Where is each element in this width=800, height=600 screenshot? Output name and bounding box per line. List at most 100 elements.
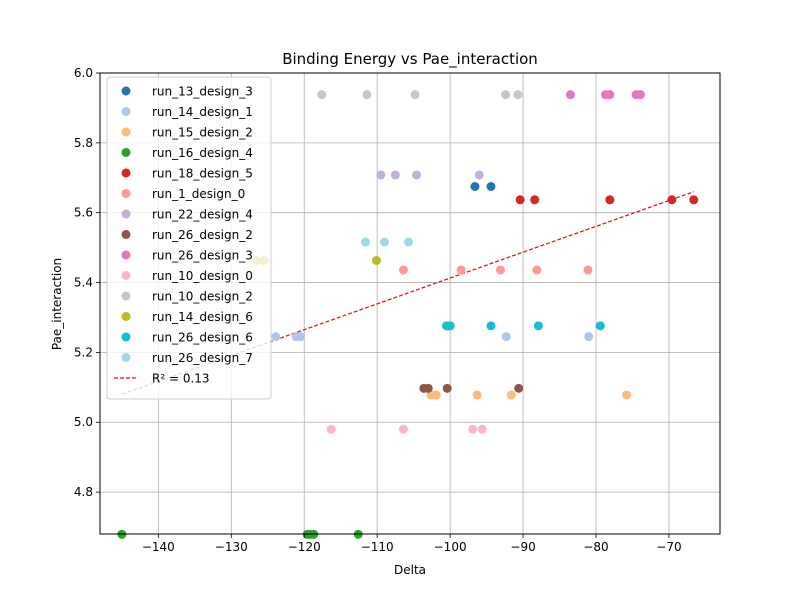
data-point bbox=[371, 256, 381, 266]
data-point bbox=[326, 424, 336, 434]
legend-label: run_15_design_2 bbox=[152, 126, 253, 140]
data-point bbox=[296, 332, 306, 342]
data-point bbox=[530, 195, 540, 205]
data-point bbox=[605, 195, 615, 205]
legend-label: run_16_design_4 bbox=[152, 146, 253, 160]
data-point bbox=[398, 424, 408, 434]
trendline bbox=[121, 191, 694, 395]
data-point bbox=[565, 90, 575, 100]
legend-marker bbox=[121, 86, 131, 96]
legend-label: run_26_design_7 bbox=[152, 351, 253, 365]
legend-marker bbox=[121, 107, 131, 116]
data-point bbox=[515, 195, 525, 205]
data-point bbox=[533, 321, 543, 331]
data-point bbox=[584, 332, 594, 342]
y-axis-ticks: 4.8 5.0 5.2 5.4 5.6 5.8 6.0 bbox=[74, 66, 100, 499]
trendline-layer bbox=[121, 191, 694, 395]
data-point bbox=[423, 383, 433, 393]
legend-label: run_10_design_0 bbox=[152, 269, 253, 283]
y-axis-label: Pae_interaction bbox=[50, 258, 64, 350]
data-point bbox=[474, 170, 484, 180]
legend: run_13_design_3 run_14_design_1 run_15_des… bbox=[106, 76, 272, 400]
data-point bbox=[506, 390, 516, 400]
legend-label: run_26_design_6 bbox=[152, 331, 253, 345]
data-point bbox=[513, 90, 523, 100]
legend-label: run_14_design_6 bbox=[152, 310, 253, 324]
data-point bbox=[583, 265, 593, 275]
data-point bbox=[667, 195, 677, 205]
x-tick-label: −90 bbox=[510, 540, 535, 554]
data-point bbox=[532, 265, 542, 275]
x-tick-label: −140 bbox=[142, 540, 175, 554]
x-axis-label: Delta bbox=[394, 563, 426, 577]
legend-label: run_13_design_3 bbox=[152, 85, 253, 99]
x-tick-label: −130 bbox=[215, 540, 248, 554]
x-tick-label: −70 bbox=[656, 540, 681, 554]
data-point bbox=[431, 390, 441, 400]
x-tick-label: −80 bbox=[583, 540, 608, 554]
data-point bbox=[622, 390, 632, 400]
data-point bbox=[362, 90, 372, 100]
data-point bbox=[445, 321, 455, 331]
data-point bbox=[595, 321, 605, 331]
data-point bbox=[361, 237, 371, 247]
data-point bbox=[501, 90, 511, 100]
data-point bbox=[398, 265, 408, 275]
legend-marker bbox=[121, 271, 131, 280]
data-point bbox=[412, 170, 422, 180]
data-point bbox=[390, 170, 400, 180]
data-point bbox=[442, 383, 452, 393]
data-point bbox=[495, 265, 505, 275]
legend-label: run_18_design_5 bbox=[152, 167, 253, 181]
data-point bbox=[486, 182, 496, 192]
data-point bbox=[605, 90, 615, 100]
data-point bbox=[501, 332, 511, 342]
data-point bbox=[486, 321, 496, 331]
legend-label: run_22_design_4 bbox=[152, 208, 253, 222]
data-point bbox=[404, 237, 414, 247]
legend-marker bbox=[121, 353, 131, 362]
x-tick-label: −100 bbox=[434, 540, 467, 554]
legend-label: run_14_design_1 bbox=[152, 105, 253, 119]
data-point bbox=[271, 332, 281, 342]
data-point bbox=[470, 182, 480, 192]
data-point bbox=[472, 390, 482, 400]
legend-box bbox=[106, 76, 272, 400]
data-point bbox=[468, 424, 478, 434]
y-tick-label: 4.8 bbox=[74, 485, 93, 499]
data-point bbox=[376, 170, 386, 180]
legend-marker bbox=[121, 189, 131, 198]
y-tick-label: 5.4 bbox=[74, 276, 93, 290]
y-tick-label: 5.0 bbox=[74, 415, 93, 429]
legend-items: run_13_design_3 run_14_design_1 run_15_des… bbox=[114, 85, 253, 386]
data-point bbox=[410, 90, 420, 100]
legend-label: run_1_design_0 bbox=[152, 187, 245, 201]
data-point bbox=[514, 383, 524, 393]
y-tick-label: 5.8 bbox=[74, 136, 93, 150]
legend-marker bbox=[121, 168, 131, 178]
data-point bbox=[477, 424, 487, 434]
data-point bbox=[635, 90, 645, 100]
data-point bbox=[456, 265, 466, 275]
plot-area-frame bbox=[99, 72, 721, 535]
legend-marker bbox=[121, 332, 131, 342]
chart-title: Binding Energy vs Pae_interaction bbox=[282, 50, 538, 69]
legend-trendline-label: R² = 0.13 bbox=[152, 372, 210, 386]
y-tick-label: 5.2 bbox=[74, 345, 93, 359]
x-tick-label: −110 bbox=[361, 540, 394, 554]
legend-marker bbox=[121, 230, 131, 239]
y-tick-label: 6.0 bbox=[74, 66, 93, 80]
legend-label: run_10_design_2 bbox=[152, 290, 253, 304]
data-point bbox=[689, 195, 699, 205]
data-point bbox=[379, 237, 389, 247]
legend-marker bbox=[121, 291, 131, 301]
legend-marker bbox=[121, 312, 131, 321]
x-axis-ticks: −140 −130 −120 −110 −100 −90 −80 −70 bbox=[142, 534, 682, 554]
data-point bbox=[317, 90, 327, 100]
legend-marker bbox=[121, 250, 131, 260]
y-tick-label: 5.6 bbox=[74, 206, 93, 220]
x-tick-label: −120 bbox=[288, 540, 321, 554]
legend-label: run_26_design_3 bbox=[152, 249, 253, 263]
legend-label: run_26_design_2 bbox=[152, 228, 253, 242]
